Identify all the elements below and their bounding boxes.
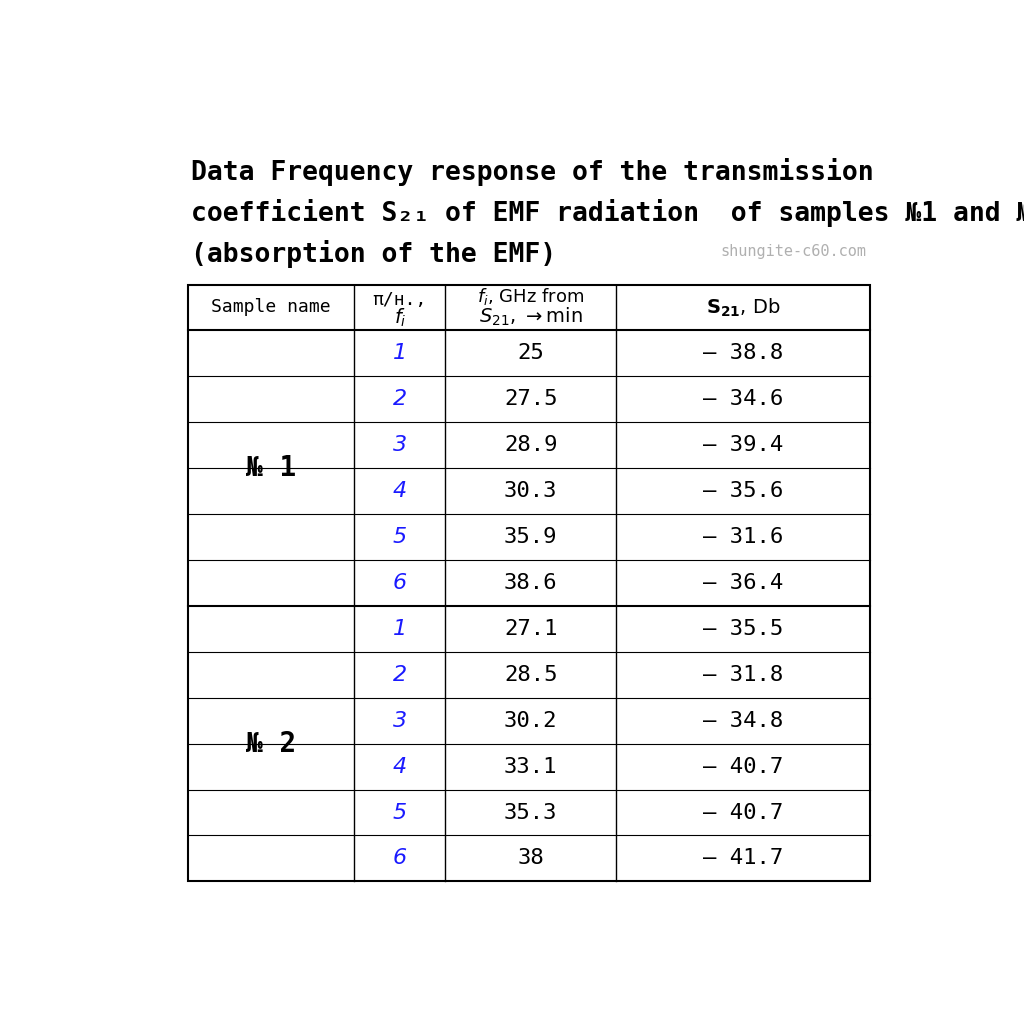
Text: 5: 5 (393, 527, 407, 547)
Text: – 39.4: – 39.4 (702, 435, 783, 456)
Bar (187, 285, 870, 882)
Text: 6: 6 (393, 849, 407, 868)
Text: 1: 1 (393, 618, 407, 639)
Text: 27.1: 27.1 (504, 618, 557, 639)
Text: π/н.,: π/н., (373, 291, 427, 308)
Text: – 34.6: – 34.6 (702, 389, 783, 410)
Text: № 2: № 2 (246, 730, 296, 758)
Text: Data Frequency response of the transmission: Data Frequency response of the transmiss… (191, 159, 874, 186)
Text: shungite-c60.com: shungite-c60.com (720, 245, 866, 259)
Text: – 35.6: – 35.6 (702, 481, 783, 501)
Text: 30.3: 30.3 (504, 481, 557, 501)
Text: $f_i$, GHz $\mathregular{from}$: $f_i$, GHz $\mathregular{from}$ (477, 286, 585, 307)
Text: – 36.4: – 36.4 (702, 573, 783, 593)
Text: 4: 4 (393, 757, 407, 776)
Text: coefficient S₂₁ of EMF radiation  of samples №1 and №2: coefficient S₂₁ of EMF radiation of samp… (191, 200, 1024, 227)
Text: (absorption of the EMF): (absorption of the EMF) (191, 241, 557, 268)
Text: 3: 3 (393, 435, 407, 456)
Text: 1: 1 (393, 343, 407, 364)
Text: 35.3: 35.3 (504, 803, 557, 822)
Text: 38: 38 (517, 849, 544, 868)
Text: 28.5: 28.5 (504, 665, 557, 685)
Text: $\mathbf{S_{21}}$, Db: $\mathbf{S_{21}}$, Db (706, 296, 780, 318)
Text: 27.5: 27.5 (504, 389, 557, 410)
Text: 2: 2 (393, 665, 407, 685)
Text: 3: 3 (393, 711, 407, 731)
Text: – 35.5: – 35.5 (702, 618, 783, 639)
Text: № 1: № 1 (246, 455, 296, 482)
Text: – 31.6: – 31.6 (702, 527, 783, 547)
Text: – 40.7: – 40.7 (702, 803, 783, 822)
Text: 38.6: 38.6 (504, 573, 557, 593)
Text: – 31.8: – 31.8 (702, 665, 783, 685)
Text: – 41.7: – 41.7 (702, 849, 783, 868)
Text: 5: 5 (393, 803, 407, 822)
Text: 25: 25 (517, 343, 544, 364)
Text: – 34.8: – 34.8 (702, 711, 783, 731)
Text: 30.2: 30.2 (504, 711, 557, 731)
Text: Sample name: Sample name (211, 298, 331, 316)
Text: $f_i$: $f_i$ (393, 306, 407, 329)
Text: 33.1: 33.1 (504, 757, 557, 776)
Text: – 38.8: – 38.8 (702, 343, 783, 364)
Text: 35.9: 35.9 (504, 527, 557, 547)
Text: $S_{21}$, $\rightarrow$min: $S_{21}$, $\rightarrow$min (479, 306, 583, 328)
Text: 28.9: 28.9 (504, 435, 557, 456)
Text: 2: 2 (393, 389, 407, 410)
Text: 6: 6 (393, 573, 407, 593)
Text: – 40.7: – 40.7 (702, 757, 783, 776)
Text: 4: 4 (393, 481, 407, 501)
